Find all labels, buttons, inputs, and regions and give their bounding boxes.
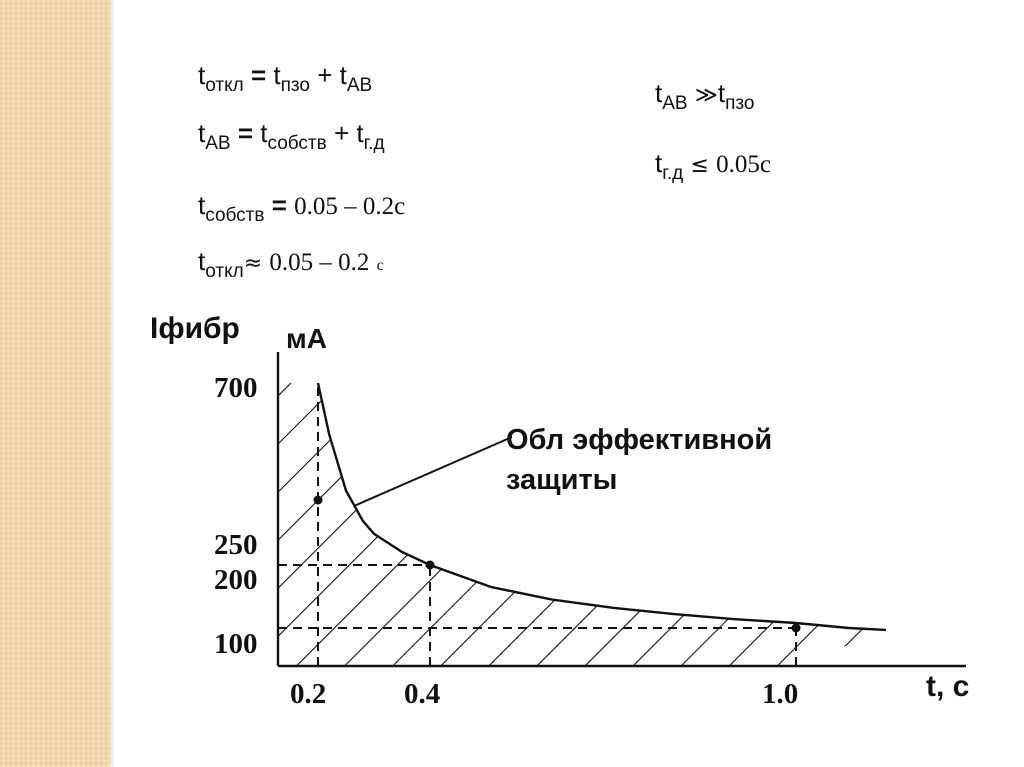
formula-lhs: t xyxy=(655,148,663,178)
formula-term-b: t xyxy=(339,60,347,90)
formula-equals: = xyxy=(237,118,254,148)
annotation-line2: защиты xyxy=(506,464,618,496)
formula-breaker-time: tАВ = tсобств + tг.д xyxy=(198,118,385,153)
formula-much-greater-sign: ≫ xyxy=(694,83,718,108)
formula-lhs-sub: откл xyxy=(205,75,244,96)
formula-lhs-sub: откл xyxy=(205,261,244,282)
formula-value: 0.05 – 0.2 xyxy=(269,249,370,276)
formula-lhs: t xyxy=(655,78,663,108)
key-data-point xyxy=(313,495,323,505)
formula-plus: + xyxy=(317,60,333,90)
y-tick-label: 100 xyxy=(214,628,258,660)
formula-term-a: t xyxy=(260,118,268,148)
y-tick-label: 250 xyxy=(214,529,258,561)
formula-shutdown-approx: tоткл≈ 0.05 – 0.2 с xyxy=(198,246,384,281)
annotation-leader-line xyxy=(353,436,513,507)
y-axis-label: Iфибр xyxy=(150,312,240,345)
decorative-side-strip xyxy=(0,0,110,767)
current-time-curve xyxy=(316,382,887,632)
formula-lhs-sub: г.д xyxy=(662,163,684,184)
formula-term-a: t xyxy=(273,60,281,90)
formula-lhs-sub: АВ xyxy=(205,133,231,154)
formula-rhs-sub: пзо xyxy=(725,93,755,114)
formula-lhs-sub: собств xyxy=(205,205,265,226)
x-axis-label: t, с xyxy=(926,670,970,703)
y-tick-label: 200 xyxy=(214,564,258,596)
formula-shutdown-time: tоткл = tпзо + tАВ xyxy=(198,60,372,95)
formula-breaker-much-greater: tАВ ≫tпзо xyxy=(655,78,754,113)
key-data-point xyxy=(791,623,801,633)
formula-term-b-sub: г.д xyxy=(363,133,385,154)
formula-arc-time-limit: tг.д ≤ 0.05с xyxy=(655,148,771,183)
formula-equals: = xyxy=(271,190,287,220)
formula-term-a-sub: собств xyxy=(267,133,327,154)
side-strip-shadow xyxy=(110,0,116,767)
x-tick-label: 1.0 xyxy=(762,678,799,710)
formula-value: 0.05 – 0.2с xyxy=(294,193,406,220)
formula-less-equal-sign: ≤ xyxy=(690,153,709,178)
formula-lhs: t xyxy=(198,118,206,148)
formula-rhs: t xyxy=(717,78,726,108)
formula-lhs: t xyxy=(198,190,206,220)
formula-term-a-sub: пзо xyxy=(280,75,310,96)
annotation-line1: Обл эффективной xyxy=(506,424,773,456)
formula-term-b: t xyxy=(356,118,364,148)
hatched-protection-area xyxy=(278,383,886,666)
y-tick-label: 700 xyxy=(214,372,258,404)
formula-plus: + xyxy=(333,118,350,148)
formula-lhs: t xyxy=(198,246,206,276)
x-tick-label: 0.2 xyxy=(290,678,327,710)
key-data-point xyxy=(425,560,435,570)
formula-lhs: t xyxy=(198,60,206,90)
formula-unit: с xyxy=(376,257,384,274)
formula-own-time: tсобств = 0.05 – 0.2с xyxy=(198,190,406,225)
formula-lhs-sub: АВ xyxy=(662,93,688,114)
formula-approx-sign: ≈ xyxy=(243,251,263,276)
y-axis-unit: мА xyxy=(286,323,327,354)
formula-equals: = xyxy=(250,60,267,90)
x-tick-label: 0.4 xyxy=(404,678,441,710)
formula-value: 0.05с xyxy=(716,151,771,178)
formula-term-b-sub: АВ xyxy=(346,75,373,96)
